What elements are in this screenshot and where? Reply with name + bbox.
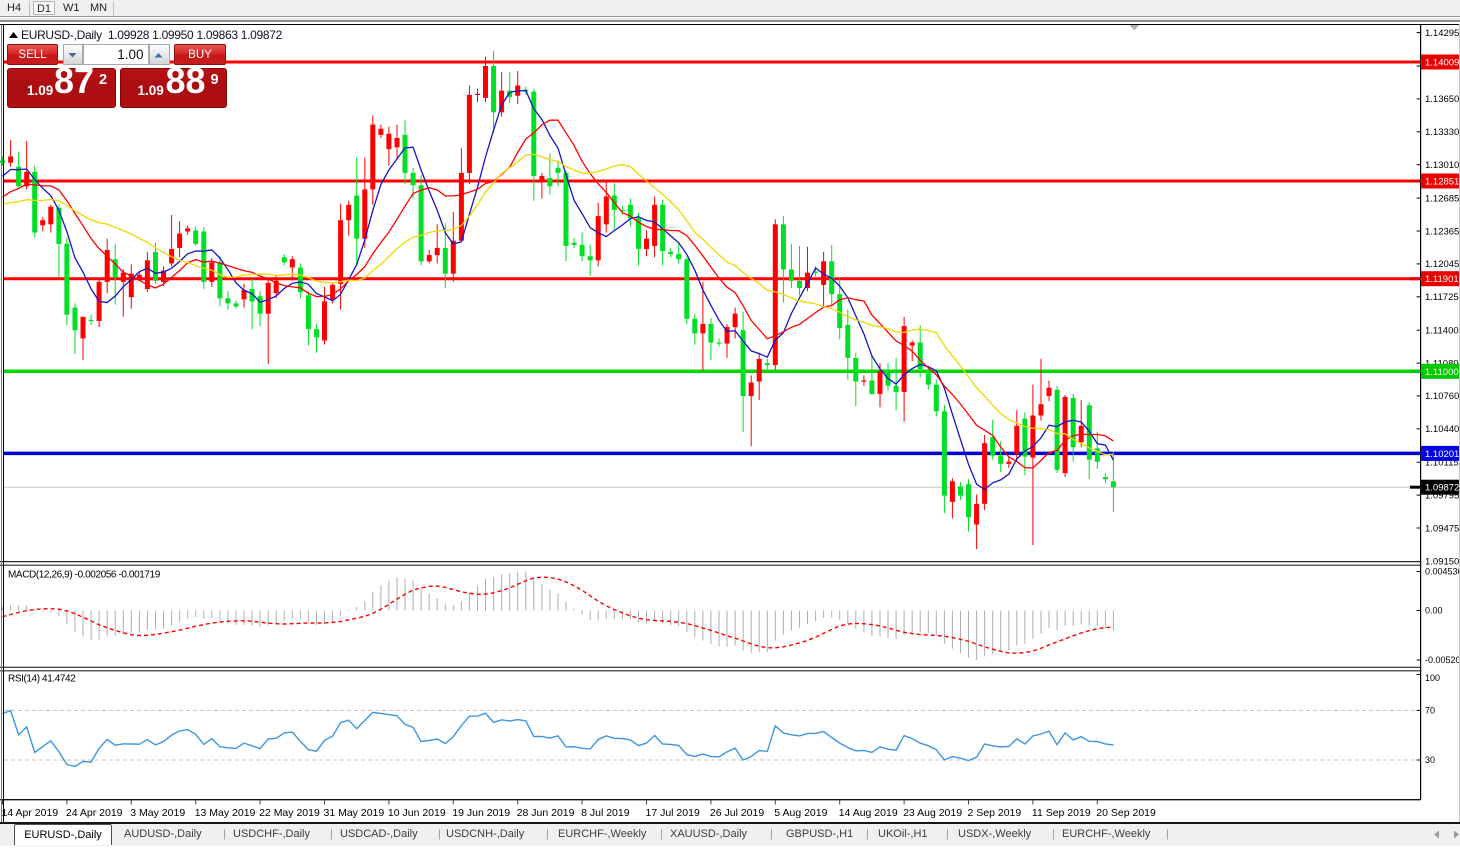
svg-text:22 May 2019: 22 May 2019 xyxy=(259,807,320,819)
svg-text:1.13330: 1.13330 xyxy=(1425,127,1459,138)
svg-text:MACD(12,26,9) -0.002056 -0.001: MACD(12,26,9) -0.002056 -0.001719 xyxy=(8,570,161,581)
svg-text:1.09150: 1.09150 xyxy=(1425,557,1459,568)
svg-text:100: 100 xyxy=(1425,673,1440,683)
svg-text:1.13010: 1.13010 xyxy=(1425,160,1459,171)
svg-text:1.10440: 1.10440 xyxy=(1425,424,1459,435)
svg-text:0.00: 0.00 xyxy=(1425,606,1443,616)
svg-text:1.11400: 1.11400 xyxy=(1425,326,1459,337)
svg-text:23 Aug 2019: 23 Aug 2019 xyxy=(903,807,962,819)
svg-text:3 May 2019: 3 May 2019 xyxy=(130,807,185,819)
svg-text:70: 70 xyxy=(1425,706,1435,716)
svg-text:0.004536: 0.004536 xyxy=(1425,567,1460,577)
svg-text:-0.005203: -0.005203 xyxy=(1425,655,1460,665)
svg-text:1.11000: 1.11000 xyxy=(1425,367,1459,378)
svg-text:1.10115: 1.10115 xyxy=(1425,458,1459,469)
svg-text:24 Apr 2019: 24 Apr 2019 xyxy=(66,807,123,819)
svg-text:11 Sep 2019: 11 Sep 2019 xyxy=(1032,807,1091,819)
svg-text:1.10201: 1.10201 xyxy=(1425,449,1459,460)
svg-text:13 May 2019: 13 May 2019 xyxy=(195,807,256,819)
svg-text:1.09872: 1.09872 xyxy=(1425,483,1459,494)
svg-text:1.12851: 1.12851 xyxy=(1425,177,1459,188)
svg-text:30: 30 xyxy=(1425,755,1435,765)
svg-text:1.11725: 1.11725 xyxy=(1425,292,1459,303)
svg-text:2 Sep 2019: 2 Sep 2019 xyxy=(968,807,1022,819)
svg-text:1.14009: 1.14009 xyxy=(1425,58,1459,69)
svg-text:10 Jun 2019: 10 Jun 2019 xyxy=(388,807,446,819)
svg-text:8 Jul 2019: 8 Jul 2019 xyxy=(581,807,630,819)
svg-text:1.09475: 1.09475 xyxy=(1425,523,1459,534)
svg-text:1.12685: 1.12685 xyxy=(1425,193,1459,204)
svg-text:17 Jul 2019: 17 Jul 2019 xyxy=(646,807,700,819)
svg-text:19 Jun 2019: 19 Jun 2019 xyxy=(452,807,510,819)
svg-text:1.11901: 1.11901 xyxy=(1425,274,1459,285)
svg-text:20 Sep 2019: 20 Sep 2019 xyxy=(1096,807,1156,819)
svg-text:1.10760: 1.10760 xyxy=(1425,391,1459,402)
svg-text:31 May 2019: 31 May 2019 xyxy=(324,807,385,819)
svg-text:28 Jun 2019: 28 Jun 2019 xyxy=(517,807,575,819)
svg-text:1.09795: 1.09795 xyxy=(1425,490,1459,501)
svg-text:RSI(14) 41.4742: RSI(14) 41.4742 xyxy=(8,674,76,685)
svg-text:14 Aug 2019: 14 Aug 2019 xyxy=(839,807,898,819)
svg-text:26 Jul 2019: 26 Jul 2019 xyxy=(710,807,764,819)
svg-text:1.12045: 1.12045 xyxy=(1425,259,1459,270)
svg-text:1.12365: 1.12365 xyxy=(1425,226,1459,237)
svg-text:14 Apr 2019: 14 Apr 2019 xyxy=(2,807,59,819)
svg-text:1.13650: 1.13650 xyxy=(1425,94,1459,105)
svg-text:5 Aug 2019: 5 Aug 2019 xyxy=(774,807,827,819)
svg-text:1.14295: 1.14295 xyxy=(1425,28,1459,39)
